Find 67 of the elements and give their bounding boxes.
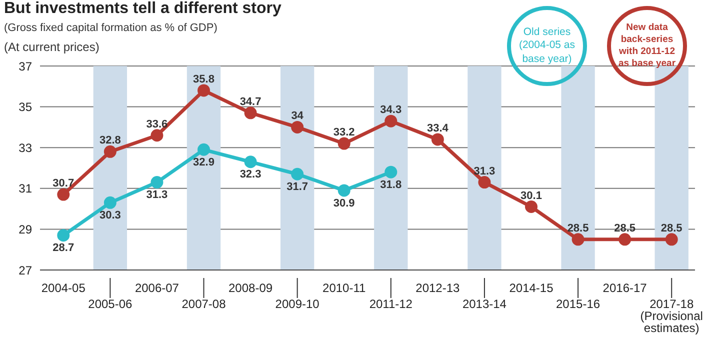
point <box>384 166 398 178</box>
point <box>665 233 678 246</box>
data-label: 28.5 <box>567 222 589 234</box>
data-label: 31.8 <box>380 178 402 191</box>
data-label: 31.3 <box>146 189 168 202</box>
data-label: 32.9 <box>193 156 214 168</box>
data-label: 34.7 <box>240 96 262 108</box>
point <box>338 184 350 197</box>
chart-title: But investments tell a different story <box>4 0 282 18</box>
text: Old series (2004-05 as base year) <box>518 26 576 66</box>
y-tick-label: 31 <box>18 182 32 196</box>
point <box>572 233 584 246</box>
data-label: 31.3 <box>474 165 496 178</box>
x-tick-label: 2012-13 <box>416 281 460 295</box>
text: (At current prices) <box>4 40 100 54</box>
x-tick-label: 2014-15 <box>509 281 554 295</box>
point <box>338 137 350 150</box>
data-label: 32.3 <box>240 168 262 181</box>
data-label: 34.3 <box>380 104 402 116</box>
point <box>150 129 164 142</box>
point <box>57 188 70 201</box>
point <box>198 84 210 97</box>
point <box>104 145 116 158</box>
data-label: 30.7 <box>52 178 74 190</box>
data-label: 33.2 <box>333 126 355 139</box>
point <box>478 176 491 189</box>
x-tick-label: 2017-18 (Provisional estimates) <box>640 297 703 335</box>
point <box>150 176 164 189</box>
data-label: 30.9 <box>333 197 355 210</box>
data-label: 34 <box>291 110 304 122</box>
x-tick-label: 2007-08 <box>182 297 226 311</box>
y-tick-label: 29 <box>18 222 32 236</box>
x-tick-label: 2011-12 <box>369 297 413 311</box>
point <box>104 196 116 209</box>
point <box>431 133 444 146</box>
x-tick-label: 2005-06 <box>88 297 133 311</box>
data-label: 33.4 <box>426 122 450 134</box>
point <box>291 168 304 180</box>
x-tick-label: 2010-11 <box>322 281 366 295</box>
x-tick-label: 2016-17 <box>602 281 648 295</box>
data-label: 28.7 <box>52 242 74 254</box>
data-label: 31.7 <box>286 180 308 193</box>
y-tick-label: 27 <box>18 263 32 278</box>
point <box>57 229 70 242</box>
chart-subtitle: (Gross fixed capital formation as % of GDP) <box>4 22 218 34</box>
data-label: 33.6 <box>146 118 168 130</box>
data-label: 30.3 <box>99 209 121 222</box>
y-tick-label: 35 <box>18 100 32 114</box>
point <box>244 106 257 120</box>
point <box>384 114 398 128</box>
point <box>198 143 210 156</box>
point <box>525 200 538 214</box>
x-tick-label: 2008-09 <box>228 281 273 295</box>
data-label: 32.8 <box>99 134 121 147</box>
point <box>291 120 304 134</box>
y-tick-label: 37 <box>18 59 32 74</box>
data-label: 35.8 <box>193 73 214 86</box>
point <box>618 233 632 246</box>
y-tick-label: 33 <box>18 140 32 155</box>
point <box>244 156 257 168</box>
x-tick-label: 2004-05 <box>41 281 86 295</box>
data-label: 28.5 <box>660 222 682 234</box>
x-tick-label: 2006-07 <box>134 281 180 295</box>
x-tick-label: 2009-10 <box>275 297 320 311</box>
x-tick-label: 2015-16 <box>556 297 600 311</box>
data-label: 30.1 <box>520 190 542 202</box>
x-tick-label: 2013-14 <box>462 297 507 311</box>
